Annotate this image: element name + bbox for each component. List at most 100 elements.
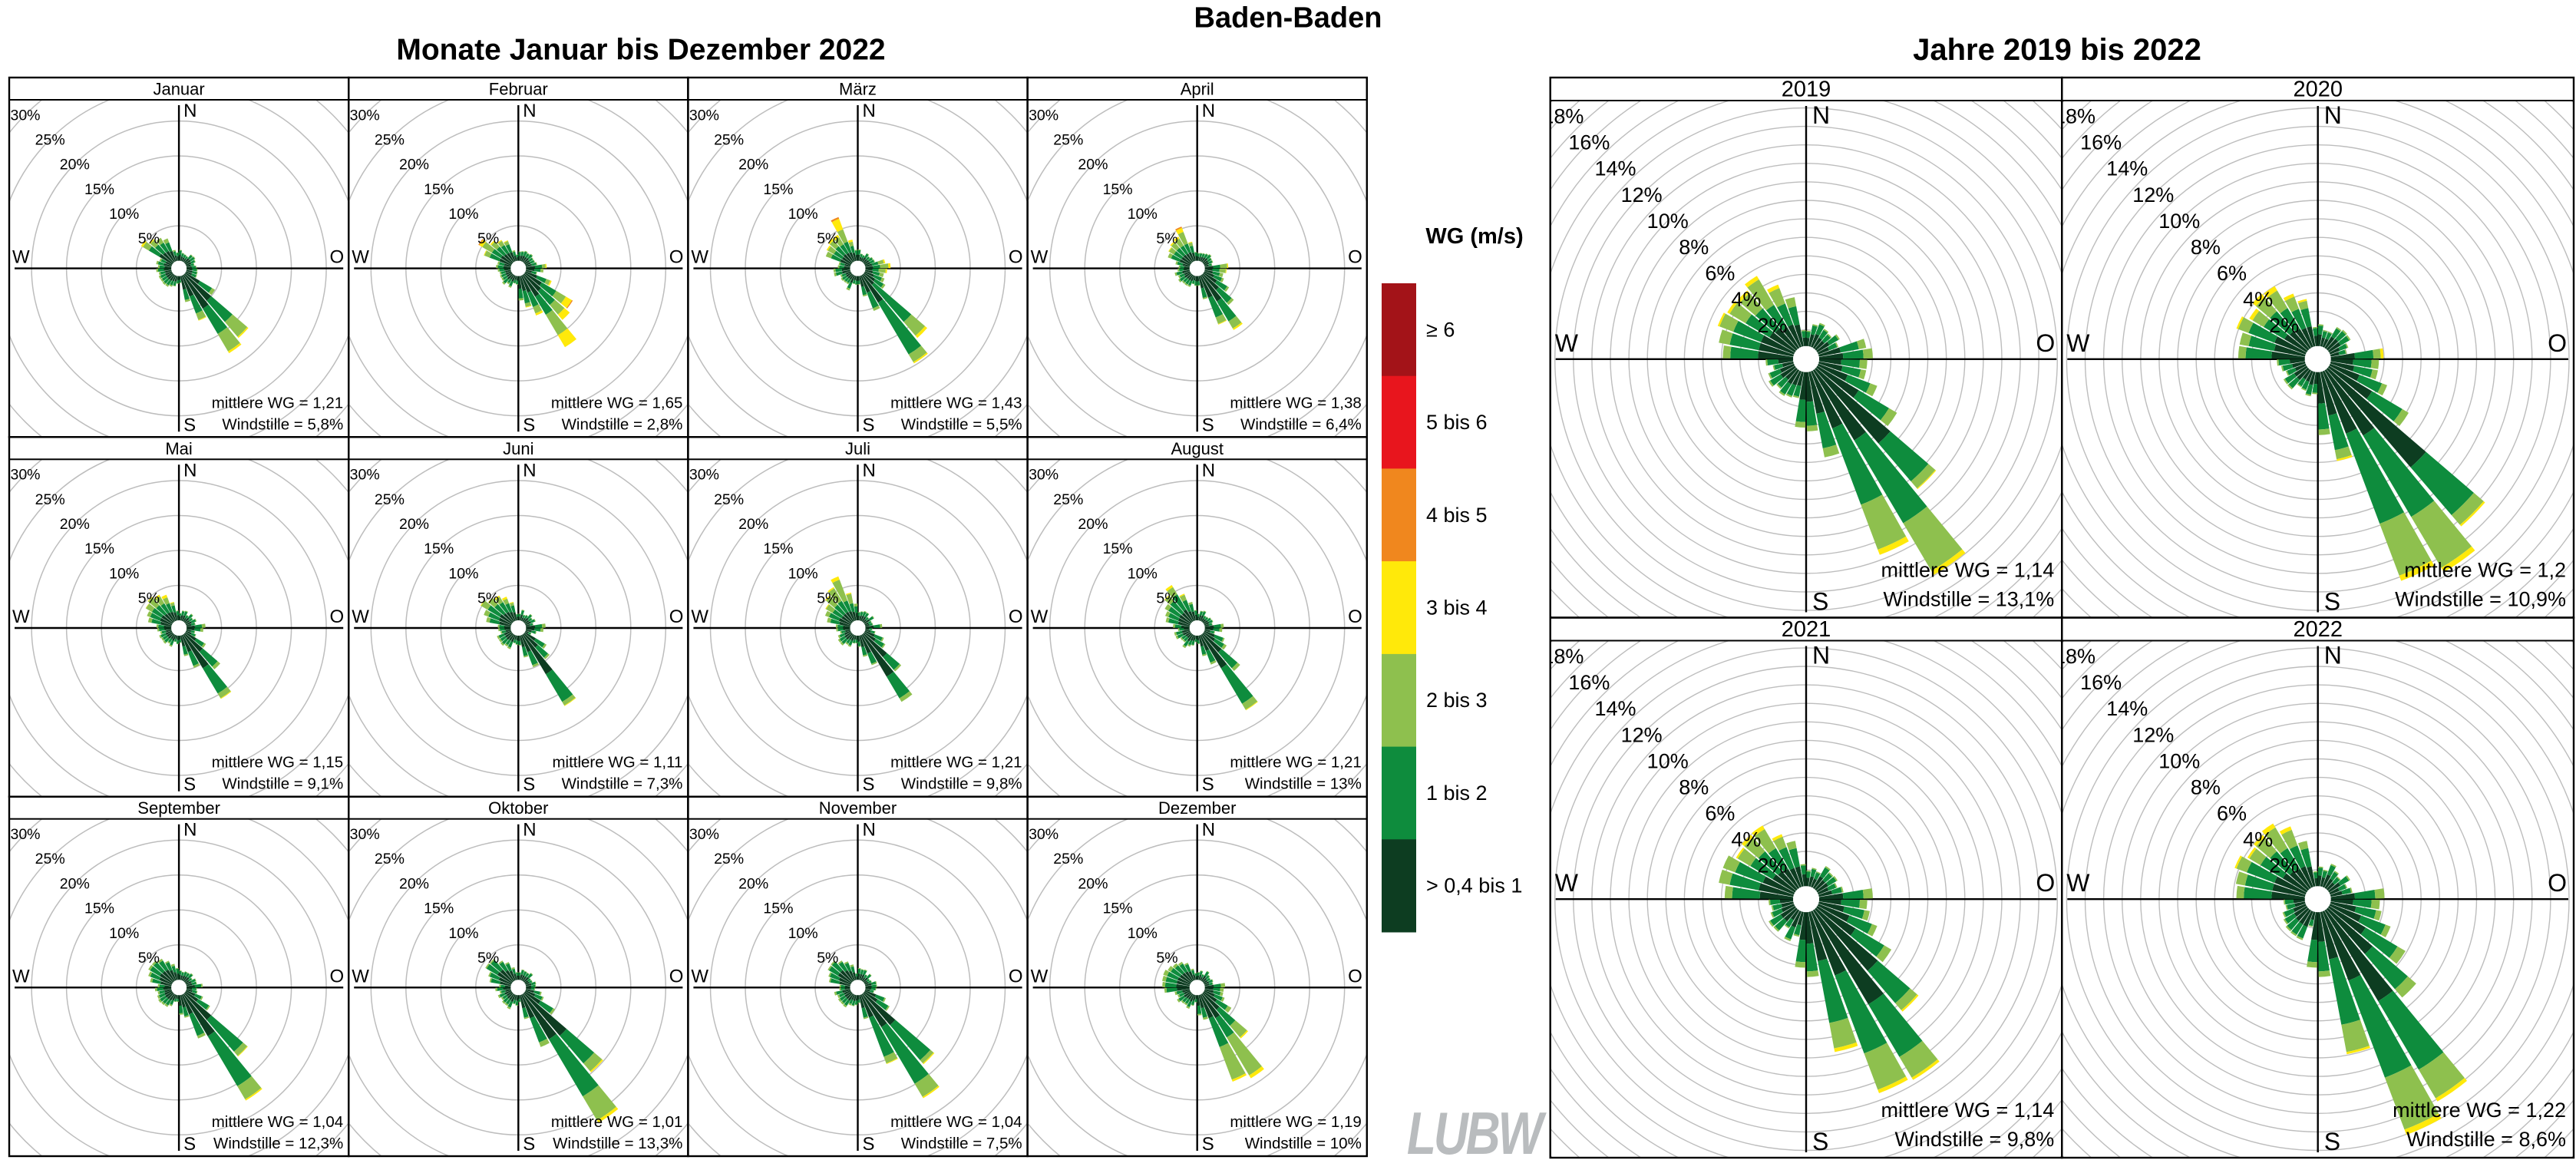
svg-text:Windstille = 2,8%: Windstille = 2,8% (562, 415, 683, 433)
svg-text:2020: 2020 (2293, 78, 2343, 102)
svg-text:Windstille = 5,8%: Windstille = 5,8% (222, 415, 343, 433)
svg-text:mittlere WG = 1,21: mittlere WG = 1,21 (1230, 754, 1361, 772)
svg-text:Windstille = 9,1%: Windstille = 9,1% (222, 775, 343, 793)
svg-text:6%: 6% (2217, 262, 2247, 285)
svg-text:25%: 25% (375, 132, 405, 149)
svg-text:mittlere WG = 1,14: mittlere WG = 1,14 (1881, 1099, 2054, 1122)
svg-text:mittlere WG = 1,38: mittlere WG = 1,38 (1230, 394, 1361, 411)
svg-text:mittlere WG = 1,21: mittlere WG = 1,21 (890, 754, 1022, 772)
svg-text:W: W (2066, 869, 2090, 897)
svg-text:W: W (1031, 606, 1049, 627)
svg-text:W: W (352, 247, 369, 268)
svg-text:30%: 30% (10, 107, 40, 124)
svg-text:Januar: Januar (153, 80, 204, 99)
svg-text:14%: 14% (2106, 697, 2148, 720)
svg-text:N: N (863, 460, 876, 481)
svg-text:2 bis 3: 2 bis 3 (1426, 689, 1488, 712)
svg-text:18%: 18% (2054, 645, 2095, 668)
svg-text:O: O (330, 606, 345, 627)
svg-text:15%: 15% (763, 540, 793, 557)
svg-text:6%: 6% (1705, 262, 1735, 285)
svg-text:4%: 4% (2243, 828, 2273, 851)
svg-text:5%: 5% (138, 230, 160, 247)
svg-text:O: O (2548, 329, 2567, 357)
svg-text:10%: 10% (1128, 206, 1158, 223)
svg-text:März: März (839, 80, 877, 99)
svg-text:Juli: Juli (845, 439, 870, 458)
svg-text:mittlere WG = 1,43: mittlere WG = 1,43 (890, 394, 1022, 411)
svg-text:20%: 20% (60, 157, 90, 174)
svg-text:mittlere WG = 1,15: mittlere WG = 1,15 (212, 754, 343, 772)
svg-text:30%: 30% (1029, 107, 1058, 124)
svg-text:N: N (1812, 642, 1830, 669)
svg-text:20%: 20% (738, 516, 768, 533)
svg-text:O: O (2548, 869, 2567, 897)
svg-text:Windstille = 6,4%: Windstille = 6,4% (1240, 415, 1362, 433)
svg-text:mittlere WG = 1,04: mittlere WG = 1,04 (212, 1113, 343, 1131)
svg-text:Jahre 2019 bis 2022: Jahre 2019 bis 2022 (1913, 33, 2201, 67)
svg-text:LUBW: LUBW (1407, 1099, 1547, 1160)
svg-text:5%: 5% (817, 230, 838, 247)
svg-text:Windstille = 8,6%: Windstille = 8,6% (2406, 1128, 2566, 1151)
svg-text:≥ 6: ≥ 6 (1426, 318, 1455, 341)
svg-text:O: O (330, 966, 345, 986)
svg-text:mittlere WG = 1,22: mittlere WG = 1,22 (2393, 1099, 2566, 1122)
svg-text:5%: 5% (138, 950, 160, 967)
svg-text:4%: 4% (2243, 288, 2273, 311)
svg-text:10%: 10% (109, 206, 139, 223)
svg-text:30%: 30% (689, 826, 719, 843)
svg-text:2%: 2% (2269, 854, 2299, 877)
svg-text:September: September (137, 798, 220, 818)
svg-text:20%: 20% (738, 875, 768, 892)
svg-text:20%: 20% (399, 875, 429, 892)
svg-text:5%: 5% (1156, 230, 1177, 247)
svg-text:25%: 25% (1053, 132, 1083, 149)
svg-text:5%: 5% (817, 950, 838, 967)
svg-text:8%: 8% (2191, 236, 2221, 259)
svg-text:25%: 25% (35, 851, 65, 868)
svg-text:O: O (1009, 247, 1023, 268)
svg-text:15%: 15% (763, 181, 793, 198)
svg-text:5%: 5% (817, 590, 838, 607)
svg-text:3 bis 4: 3 bis 4 (1426, 597, 1488, 620)
svg-text:Windstille = 7,3%: Windstille = 7,3% (562, 775, 683, 793)
svg-text:20%: 20% (60, 516, 90, 533)
svg-text:N: N (1202, 820, 1215, 841)
svg-text:10%: 10% (2158, 749, 2200, 772)
svg-text:November: November (819, 798, 897, 818)
svg-text:Windstille = 10,9%: Windstille = 10,9% (2395, 588, 2566, 611)
svg-text:30%: 30% (10, 826, 40, 843)
svg-text:W: W (12, 606, 30, 627)
svg-text:S: S (183, 415, 196, 435)
svg-text:Baden-Baden: Baden-Baden (1194, 2, 1382, 35)
svg-text:Windstille = 5,5%: Windstille = 5,5% (901, 415, 1022, 433)
svg-text:10%: 10% (109, 565, 139, 582)
svg-text:S: S (183, 775, 196, 795)
svg-text:18%: 18% (1542, 645, 1584, 668)
svg-text:14%: 14% (1594, 157, 1636, 180)
svg-text:16%: 16% (1568, 131, 1610, 154)
svg-text:2021: 2021 (1782, 617, 1831, 642)
svg-text:W: W (691, 247, 708, 268)
svg-text:4%: 4% (1731, 288, 1761, 311)
svg-text:15%: 15% (84, 540, 114, 557)
svg-text:16%: 16% (2080, 671, 2122, 694)
svg-text:S: S (523, 775, 535, 795)
svg-text:W: W (1555, 329, 1579, 357)
svg-text:30%: 30% (10, 467, 40, 484)
svg-text:20%: 20% (1078, 875, 1108, 892)
svg-text:1 bis 2: 1 bis 2 (1426, 782, 1488, 805)
svg-text:2022: 2022 (2293, 617, 2343, 642)
svg-text:5%: 5% (1156, 950, 1177, 967)
svg-text:> 0,4 bis 1: > 0,4 bis 1 (1426, 874, 1522, 897)
svg-text:25%: 25% (375, 851, 405, 868)
svg-text:20%: 20% (399, 516, 429, 533)
svg-text:Windstille = 9,8%: Windstille = 9,8% (1894, 1128, 2054, 1151)
svg-text:O: O (1348, 247, 1362, 268)
svg-text:O: O (669, 606, 684, 627)
svg-text:14%: 14% (1594, 697, 1636, 720)
svg-text:30%: 30% (1029, 826, 1058, 843)
svg-text:10%: 10% (1647, 210, 1689, 233)
svg-text:S: S (863, 775, 875, 795)
svg-text:Windstille = 12,3%: Windstille = 12,3% (213, 1135, 343, 1152)
